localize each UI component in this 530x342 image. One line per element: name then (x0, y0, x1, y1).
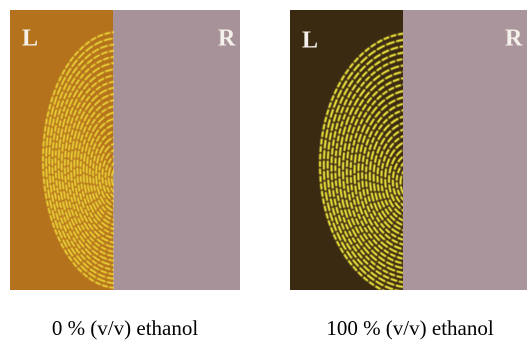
caption: 0 % (v/v) ethanol (52, 316, 199, 340)
photo-panel: L R (10, 10, 240, 290)
caption: 100 % (v/v) ethanol (326, 316, 494, 340)
figure: L R L R 0 % (v/v) ethanol 100 % (v/v) et… (0, 0, 530, 342)
left-label: L (22, 26, 38, 52)
untreated-half (403, 10, 527, 290)
photo-panel: L R (290, 10, 527, 297)
untreated-half (113, 10, 240, 290)
right-label: R (505, 26, 523, 52)
right-label: R (218, 26, 236, 52)
left-label: L (302, 28, 318, 54)
